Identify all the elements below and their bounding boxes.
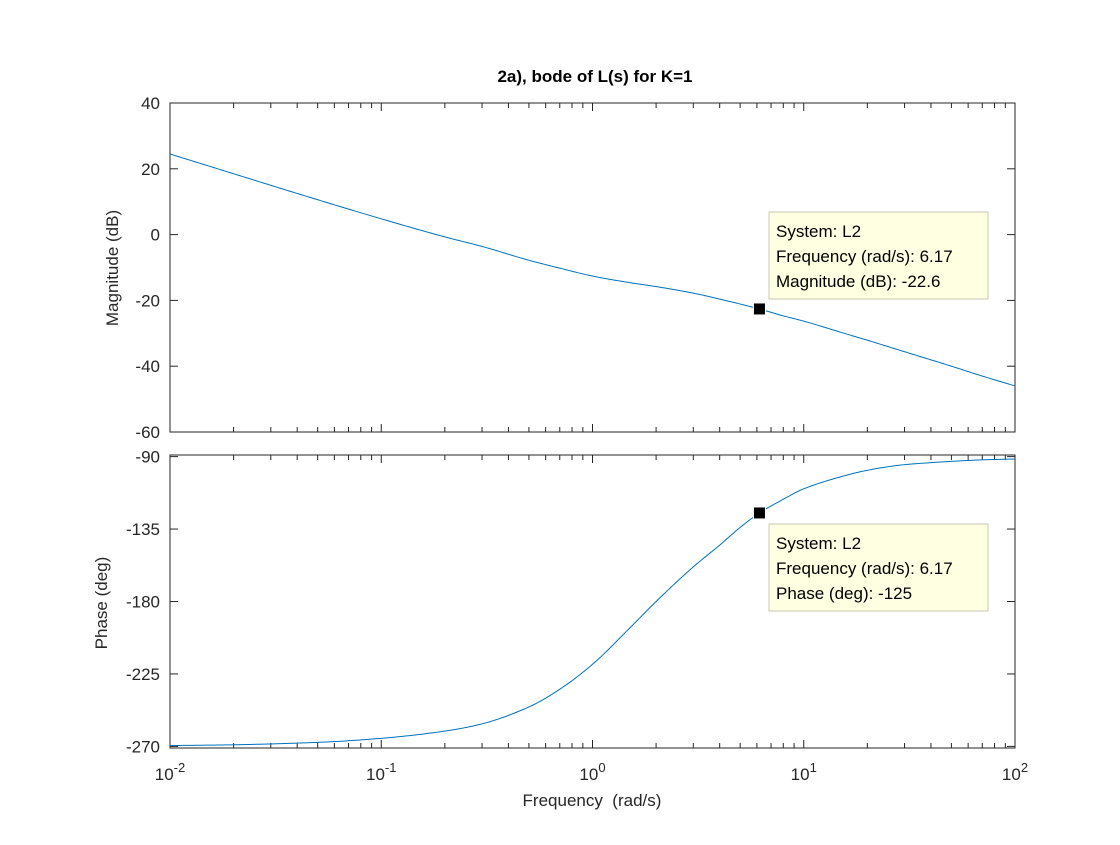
x-tick-label: 10-2	[155, 760, 185, 784]
phase-datatip-marker[interactable]	[752, 506, 766, 520]
magnitude-datatip-line: Magnitude (dB): -22.6	[776, 272, 940, 291]
magnitude-ytick-label: 40	[141, 94, 160, 113]
phase-ytick-label: -270	[126, 737, 160, 756]
phase-ytick-label: -90	[135, 448, 160, 467]
phase-datatip-line: System: L2	[776, 534, 861, 553]
phase-panel: -90 -135 -180 -225 -270 System: L2 Frequency (…	[126, 448, 1016, 756]
magnitude-ytick-label: 20	[141, 160, 160, 179]
magnitude-ytick-label: -40	[135, 357, 160, 376]
mag-ylabel: Magnitude (dB)	[103, 210, 122, 326]
phase-ytick-label: -135	[126, 520, 160, 539]
magnitude-datatip-marker[interactable]	[752, 302, 766, 316]
phase-datatip-box	[768, 523, 989, 612]
magnitude-datatip-box	[768, 211, 989, 300]
x-tick-label: 101	[791, 760, 817, 784]
magnitude-panel: 40 20 0 -20 -40 -60 System: L2 Frequency (rad/s…	[135, 94, 1016, 442]
x-tick-label: 102	[1002, 760, 1028, 784]
magnitude-ytick-label: 0	[151, 226, 160, 245]
magnitude-ytick-label: -20	[135, 291, 160, 310]
phase-datatip-line: Frequency (rad/s): 6.17	[776, 559, 953, 578]
chart-title: 2a), bode of L(s) for K=1	[497, 67, 692, 86]
x-tick-label: 100	[579, 760, 605, 784]
phase-ylabel: Phase (deg)	[92, 557, 111, 650]
magnitude-datatip-line: Frequency (rad/s): 6.17	[776, 247, 953, 266]
magnitude-series-line	[169, 153, 1016, 387]
phase-series-line	[169, 458, 1016, 747]
magnitude-datatip-line: System: L2	[776, 222, 861, 241]
x-tick-label: 10-1	[366, 760, 396, 784]
phase-datatip-line: Phase (deg): -125	[776, 584, 912, 603]
magnitude-ytick-label: -60	[135, 423, 160, 442]
x-axis-label: Frequency (rad/s)	[523, 791, 662, 810]
phase-ytick-label: -225	[126, 665, 160, 684]
phase-ytick-label: -180	[126, 593, 160, 612]
